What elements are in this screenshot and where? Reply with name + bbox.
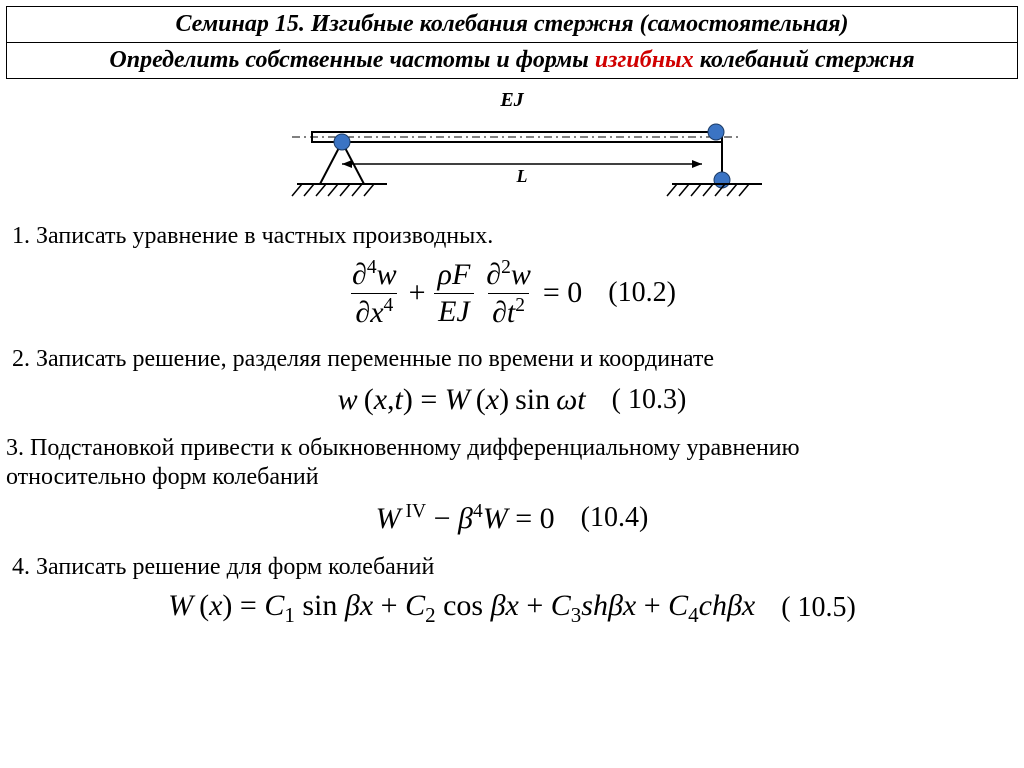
step-3a: 3. Подстановкой привести к обыкновенному… xyxy=(6,435,1018,462)
subtitle-after: колебаний стержня xyxy=(694,47,915,73)
eqnum-10-5: ( 10.5) xyxy=(781,592,856,624)
equation-10-3: w (x,t) = W (x) sin ωt ( 10.3) xyxy=(6,381,1018,417)
beam-svg: L xyxy=(252,114,772,209)
header-table: Семинар 15. Изгибные колебания стержня (… xyxy=(6,6,1018,79)
eqnum-10-3: ( 10.3) xyxy=(612,384,687,416)
subtitle-red: изгибных xyxy=(595,47,694,73)
step-3b: относительно форм колебаний xyxy=(6,464,1018,491)
step-1: 1. Записать уравнение в частных производ… xyxy=(12,223,1018,250)
eqnum-10-4: (10.4) xyxy=(581,502,649,534)
equation-10-5: W (x) = C1 sin βx + C2 cos βx + C3shβx +… xyxy=(6,589,1018,628)
beam-diagram: EJ L xyxy=(252,89,772,215)
step-2: 2. Записать решение, разделяя переменные… xyxy=(12,346,1018,373)
svg-text:L: L xyxy=(516,166,528,186)
equation-10-2: ∂4w ∂x4 + ρF EJ ∂2w ∂t2 = 0 (10.2) xyxy=(6,258,1018,328)
title-sub: Определить собственные частоты и формы и… xyxy=(109,47,914,73)
equation-10-4: W IV − β4W = 0 (10.4) xyxy=(6,499,1018,536)
eqnum-10-2: (10.2) xyxy=(608,277,676,309)
step-4: 4. Записать решение для форм колебаний xyxy=(12,554,1018,581)
label-ej: EJ xyxy=(252,89,772,112)
title-main: Семинар 15. Изгибные колебания стержня (… xyxy=(176,11,849,37)
subtitle-before: Определить собственные частоты и формы xyxy=(109,47,594,73)
